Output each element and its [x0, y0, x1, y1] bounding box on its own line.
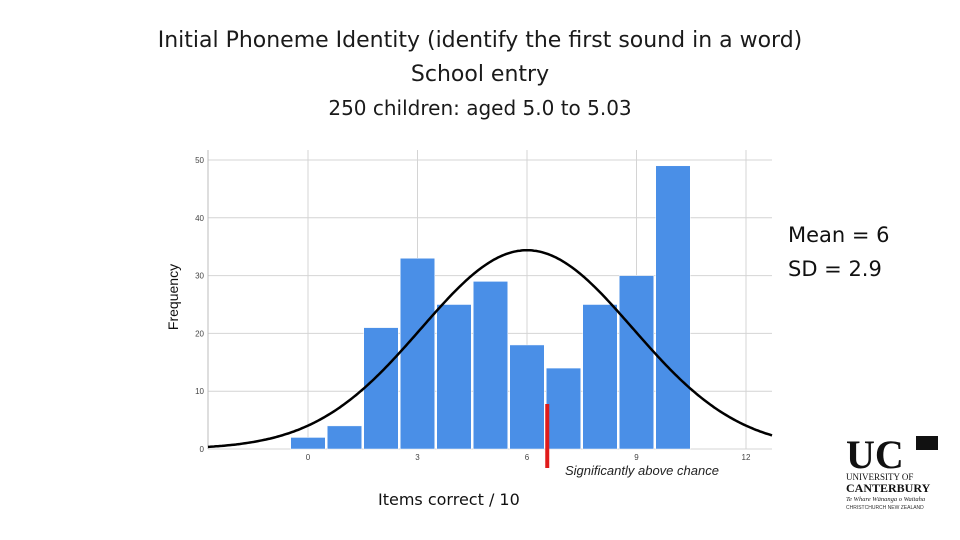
x-tick-label: 12: [742, 453, 751, 462]
chart-subtitle: School entry: [410, 62, 550, 87]
university-logo: UC UNIVERSITY OF CANTERBURY Te Whare Wān…: [846, 432, 938, 511]
y-tick-label: 20: [195, 329, 204, 338]
histogram-bar: [327, 425, 362, 450]
logo-line3: Te Whare Wānanga o Waitaha: [846, 496, 925, 503]
histogram-bar: [619, 275, 654, 450]
histogram-bar: [509, 344, 545, 450]
y-tick-label: 50: [195, 156, 204, 165]
y-tick-label: 40: [195, 214, 204, 223]
x-tick-label: 3: [415, 453, 420, 462]
x-tick-label: 6: [525, 453, 530, 462]
mean-stat: Mean = 6: [788, 223, 890, 247]
y-axis-label: Frequency: [165, 264, 181, 330]
x-tick-label: 0: [306, 453, 311, 462]
normal-curve: [207, 248, 773, 449]
y-tick-label: 10: [195, 387, 204, 396]
threshold-annotation: Significantly above chance: [565, 463, 719, 478]
y-ticks: 0 10 20 30 40 50: [195, 156, 204, 454]
logo-line1: UNIVERSITY OF: [846, 472, 913, 482]
histogram-bar: [400, 258, 435, 450]
chart-sample-note: 250 children: aged 5.0 to 5.03: [328, 96, 632, 120]
histogram-bar: [436, 304, 472, 450]
y-tick-label: 0: [200, 445, 205, 454]
x-ticks: 0 3 6 9 12: [306, 453, 751, 462]
histogram-bar: [363, 327, 399, 450]
logo-line2: CANTERBURY: [846, 481, 931, 495]
y-tick-label: 30: [195, 272, 204, 281]
logo-line4: CHRISTCHURCH NEW ZEALAND: [846, 505, 924, 511]
logo-monogram: UC: [846, 432, 904, 477]
histogram-bar: [290, 437, 326, 450]
logo-crest-icon: [916, 436, 938, 450]
x-tick-label: 9: [634, 453, 639, 462]
chart-title: Initial Phoneme Identity (identify the f…: [157, 28, 803, 53]
x-axis-label: Items correct / 10: [378, 490, 520, 509]
histogram-bar: [546, 367, 581, 450]
sd-stat: SD = 2.9: [788, 257, 882, 281]
bars: [290, 165, 691, 450]
histogram-bar: [473, 281, 508, 450]
histogram-bar: [655, 165, 691, 450]
histogram-bar: [582, 304, 618, 450]
normal-curve-line: [207, 248, 773, 449]
